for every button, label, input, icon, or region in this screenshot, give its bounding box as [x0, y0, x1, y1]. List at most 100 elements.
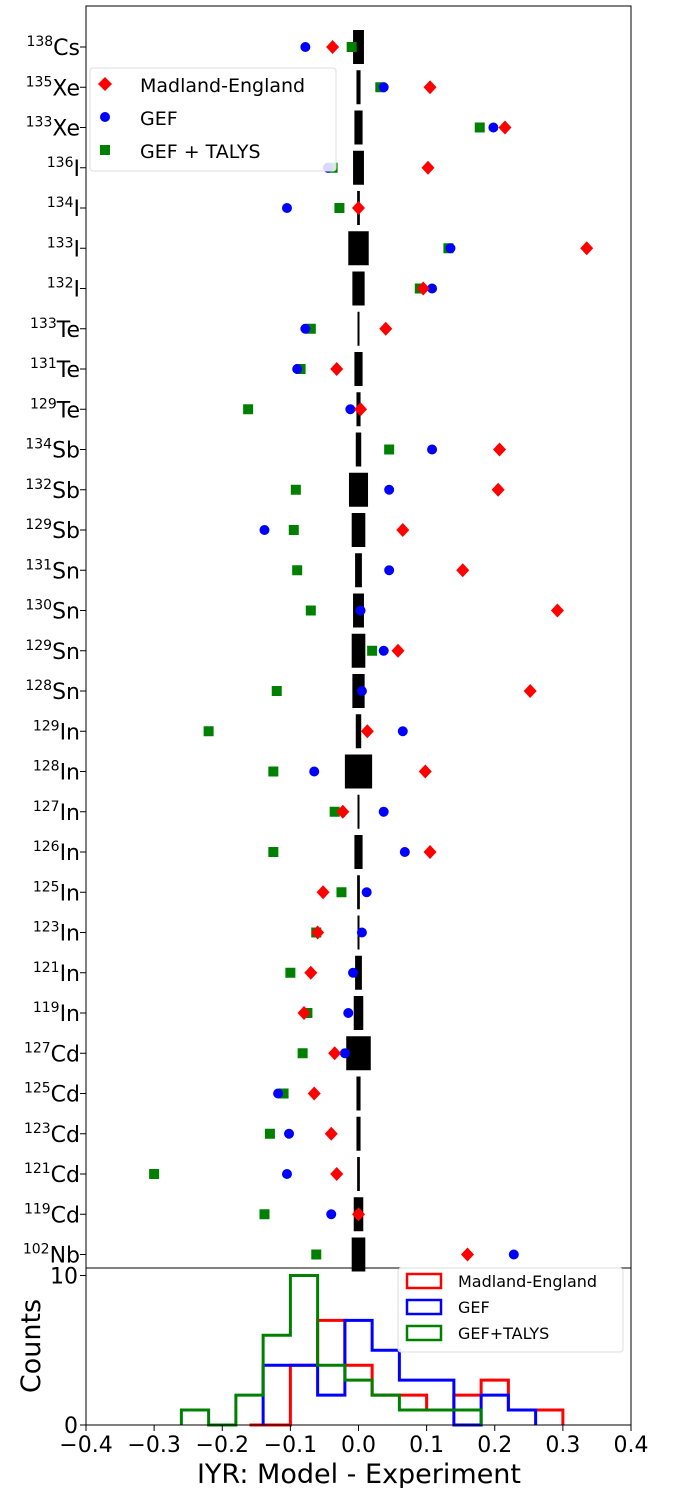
element-symbol: Sn: [52, 640, 80, 665]
element-symbol: Nb: [50, 1244, 80, 1269]
isotope-label: 129Te: [30, 396, 80, 423]
gef-talys-point: [264, 1128, 275, 1139]
gef-point: [356, 686, 367, 696]
gef-point: [284, 1128, 295, 1139]
madland-england-point: [396, 523, 410, 537]
gef-talys-point: [290, 484, 301, 495]
element-symbol: Xe: [52, 117, 80, 142]
gef-point: [343, 1008, 354, 1018]
mass-number: 133: [47, 235, 74, 251]
isotope-label: 131Te: [30, 356, 80, 383]
element-symbol: In: [60, 881, 80, 906]
histogram-axes: −0.4 −0.3 −0.2 −0.1 0.0 0.1 0.2 0.3 0.4 0 10: [50, 1264, 649, 1458]
madland-england-point: [493, 442, 507, 457]
uncertainty-bar: [355, 553, 362, 588]
mass-number: 127: [24, 1040, 51, 1056]
element-symbol: In: [60, 841, 80, 866]
uncertainty-bar: [348, 231, 369, 266]
gef-talys-point: [474, 122, 485, 133]
madland-england-point: [297, 1006, 311, 1020]
element-symbol: I: [74, 278, 81, 303]
isotope-label: 138Cs: [26, 34, 80, 61]
madland-england-point: [423, 845, 437, 859]
mass-number: 132: [25, 477, 52, 493]
uncertainty-bar: [344, 754, 373, 789]
mass-number: 102: [23, 1242, 50, 1258]
gef-point: [508, 1249, 519, 1260]
uncertainty-bar: [357, 311, 360, 346]
x-tick-label: −0.2: [196, 1433, 249, 1458]
uncertainty-bar: [346, 1036, 371, 1071]
madland-england-point: [328, 1046, 342, 1061]
histogram-legend-box: [397, 1267, 624, 1353]
mass-number: 121: [24, 1161, 51, 1177]
isotope-label: 131Sn: [25, 557, 80, 584]
isotope-label: 130Sn: [25, 598, 80, 625]
madland-england-point: [416, 281, 430, 296]
gef-point: [339, 1048, 350, 1059]
gef-talys-point: [203, 726, 214, 737]
isotope-label: 134Sb: [25, 437, 80, 464]
madland-england-point: [461, 1247, 474, 1262]
element-symbol: Sn: [52, 559, 80, 584]
mass-number: 128: [25, 678, 52, 694]
gef-point: [378, 806, 389, 817]
gef-point: [384, 565, 395, 576]
gef-point: [397, 726, 408, 737]
element-symbol: Sn: [52, 680, 80, 705]
uncertainty-bar: [348, 472, 369, 507]
isotope-label: 133I: [47, 235, 80, 262]
gef-talys-point: [384, 444, 395, 455]
mass-number: 136: [47, 155, 74, 171]
madland-england-point: [360, 724, 374, 739]
isotope-label: 135Xe: [26, 74, 80, 101]
madland-england-point: [324, 1126, 338, 1141]
element-symbol: Cd: [51, 1163, 80, 1188]
mass-number: 130: [25, 598, 52, 614]
isotope-label: 102Nb: [23, 1242, 80, 1269]
mass-number: 131: [30, 356, 57, 372]
isotope-label: 128In: [33, 759, 80, 786]
isotope-label: 126In: [33, 839, 80, 866]
y-tick-label: 10: [50, 1264, 78, 1289]
mass-number: 134: [47, 195, 74, 211]
uncertainty-bar: [354, 352, 363, 386]
histogram-legend-label-gef: GEF: [458, 1298, 490, 1317]
x-tick-label: 0.3: [545, 1433, 580, 1458]
madland-england-point: [421, 160, 435, 175]
element-symbol: Cs: [53, 36, 80, 61]
gef-point: [292, 364, 303, 374]
element-symbol: Te: [56, 398, 80, 423]
madland-england-point: [330, 362, 344, 376]
uncertainty-bar: [357, 794, 360, 829]
gef-point: [378, 82, 389, 93]
legend-label-madland-england: Madland-England: [140, 75, 305, 97]
gef-point: [355, 605, 366, 616]
histogram-legend-swatch-red: [405, 1272, 443, 1290]
uncertainty-bar: [357, 1157, 360, 1191]
uncertainty-bar: [355, 714, 362, 749]
element-symbol: I: [74, 237, 81, 262]
mass-number: 138: [26, 34, 53, 50]
element-symbol: Sn: [52, 600, 80, 625]
gef-talys-point: [268, 847, 279, 857]
madland-england-point: [316, 885, 330, 900]
gef-point: [345, 404, 356, 415]
top-panel: Madland-England GEF GEF + TALYS 138Cs135…: [23, 5, 632, 1272]
uncertainty-bar: [351, 1237, 366, 1272]
isotope-labels: 138Cs135Xe133Xe136I134I133I132I133Te131T…: [23, 34, 86, 1269]
mass-number: 126: [33, 839, 60, 855]
gef-talys-point: [305, 605, 316, 616]
element-symbol: In: [60, 761, 80, 786]
gef-point: [384, 484, 395, 495]
madland-england-point: [354, 402, 368, 417]
gef-point: [399, 847, 410, 857]
element-symbol: Te: [56, 318, 80, 343]
x-tick-label: −0.3: [127, 1433, 180, 1458]
mass-number: 129: [30, 396, 57, 412]
madland-england-point: [352, 201, 365, 215]
histogram-legend-swatch-blue: [405, 1298, 443, 1316]
madland-england-point: [491, 482, 505, 497]
uncertainty-bar: [353, 150, 364, 185]
element-symbol: I: [74, 197, 81, 222]
